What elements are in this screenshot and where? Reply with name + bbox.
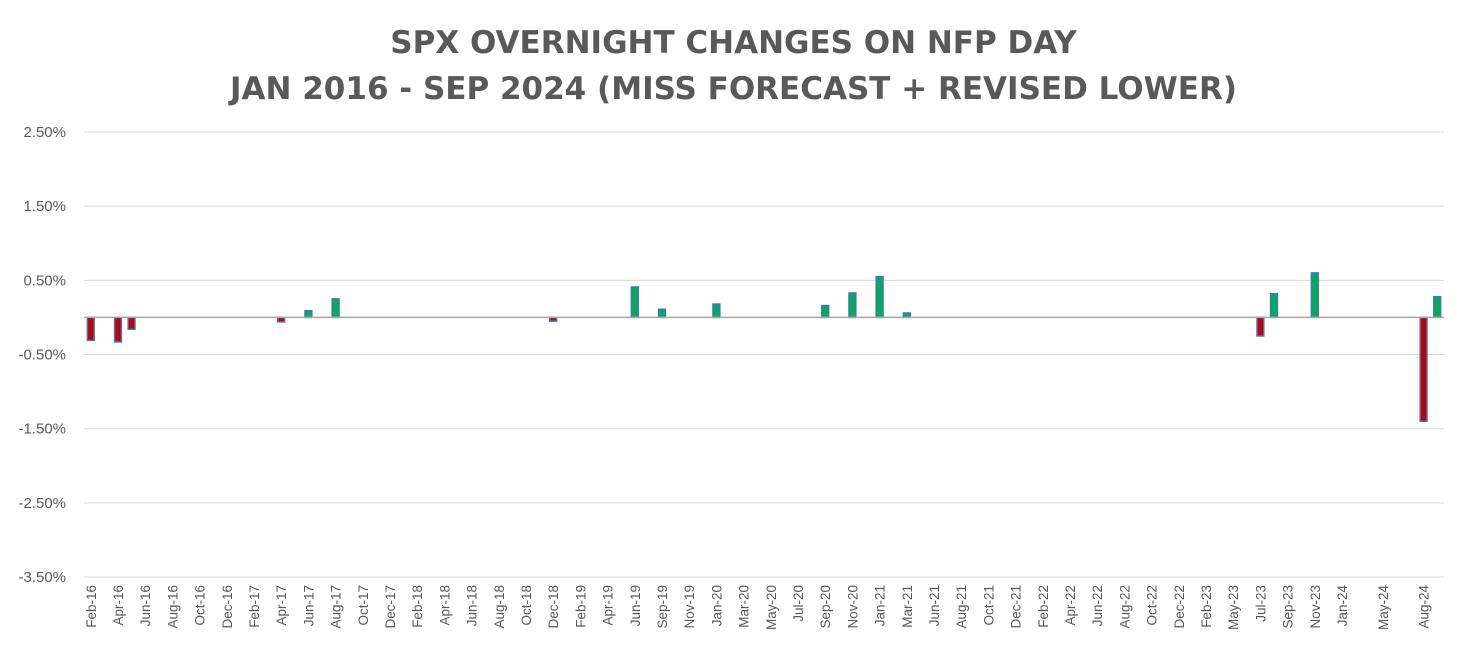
bar (127, 316, 136, 331)
x-tick-label: Sep-20 (818, 585, 833, 629)
bar (657, 308, 667, 319)
chart-title: SPX OVERNIGHT CHANGES ON NFP DAY (390, 25, 1077, 61)
x-tick-label: Nov-20 (845, 585, 860, 629)
y-tick-label: -0.50% (18, 347, 66, 364)
x-tick-label: Aug-17 (329, 585, 344, 629)
x-tick-label: Apr-19 (601, 585, 616, 626)
x-tick-label: May-20 (764, 585, 779, 630)
x-tick-label: Jun-17 (301, 585, 316, 626)
y-tick-label: -1.50% (18, 421, 66, 438)
x-tick-label: Mar-20 (737, 585, 752, 628)
x-tick-label: Aug-24 (1417, 585, 1432, 629)
bar (304, 309, 313, 319)
x-tick-label: Jun-21 (927, 585, 942, 626)
x-tick-label: Sep-19 (655, 585, 670, 629)
x-tick-label: Mar-21 (900, 585, 915, 628)
bar (1269, 292, 1279, 319)
x-tick-label: Feb-17 (247, 585, 262, 628)
x-tick-label: Oct-16 (193, 585, 208, 626)
bar (821, 304, 830, 319)
x-tick-label: Apr-22 (1063, 585, 1078, 626)
y-tick-label: 1.50% (23, 198, 66, 215)
x-tick-label: Jun-19 (628, 585, 643, 626)
bar (331, 298, 340, 319)
x-tick-label: Feb-23 (1199, 585, 1214, 628)
x-tick-label: Oct-22 (1145, 585, 1160, 626)
bar (630, 286, 639, 319)
x-tick-label: Jun-16 (138, 585, 153, 626)
x-tick-label: Dec-18 (546, 585, 561, 629)
x-tick-label: May-23 (1226, 585, 1241, 630)
x-tick-label: Aug-22 (1117, 585, 1132, 629)
x-tick-label: Feb-18 (410, 585, 425, 628)
chart-subtitle: JAN 2016 - SEP 2024 (MISS FORECAST + REV… (229, 71, 1238, 107)
x-tick-label: Apr-17 (274, 585, 289, 626)
x-tick-label: Jun-18 (465, 585, 480, 626)
x-tick-label: Dec-22 (1172, 585, 1187, 629)
x-tick-label: Apr-18 (437, 585, 452, 626)
x-tick-label: Feb-22 (1036, 585, 1051, 628)
bar (875, 275, 884, 319)
bar (712, 303, 721, 319)
x-tick-label: Feb-16 (84, 585, 99, 628)
x-tick-label: Sep-23 (1281, 585, 1296, 629)
bar (1433, 295, 1442, 319)
x-tick-label: May-24 (1376, 585, 1391, 631)
bar (113, 316, 123, 343)
y-tick-label: 0.50% (23, 272, 66, 289)
x-tick-label: Feb-19 (573, 585, 588, 628)
x-tick-label: Jun-22 (1090, 585, 1105, 626)
x-tick-label: Dec-17 (383, 585, 398, 629)
x-tick-label: Nov-23 (1308, 585, 1323, 629)
x-tick-label: Oct-17 (356, 585, 371, 626)
x-tick-label: Jul-20 (791, 585, 806, 622)
x-tick-label: Jul-23 (1253, 585, 1268, 622)
y-tick-label: 2.50% (23, 124, 66, 141)
x-tick-label: Oct-21 (981, 585, 996, 626)
x-tick-label: Aug-18 (492, 585, 507, 629)
x-tick-label: Aug-21 (954, 585, 969, 629)
bar (86, 316, 95, 342)
x-tick-label: Jan-21 (873, 585, 888, 626)
chart-title-block: SPX OVERNIGHT CHANGES ON NFP DAY JAN 201… (0, 20, 1467, 112)
x-tick-label: Dec-21 (1009, 585, 1024, 629)
x-tick-label: Jan-24 (1335, 585, 1350, 627)
y-tick-label: -3.50% (18, 569, 66, 586)
x-tick-label: Nov-19 (682, 585, 697, 629)
x-tick-label: Aug-16 (165, 585, 180, 629)
bar (1419, 316, 1428, 422)
x-tick-label: Dec-16 (220, 585, 235, 629)
bar (848, 292, 857, 319)
x-tick-label: Oct-18 (519, 585, 534, 626)
bar (1256, 316, 1265, 337)
x-tick-label: Apr-16 (111, 585, 126, 626)
y-tick-label: -2.50% (18, 495, 66, 512)
x-tick-label: Jan-20 (709, 585, 724, 626)
bar (1310, 272, 1319, 319)
